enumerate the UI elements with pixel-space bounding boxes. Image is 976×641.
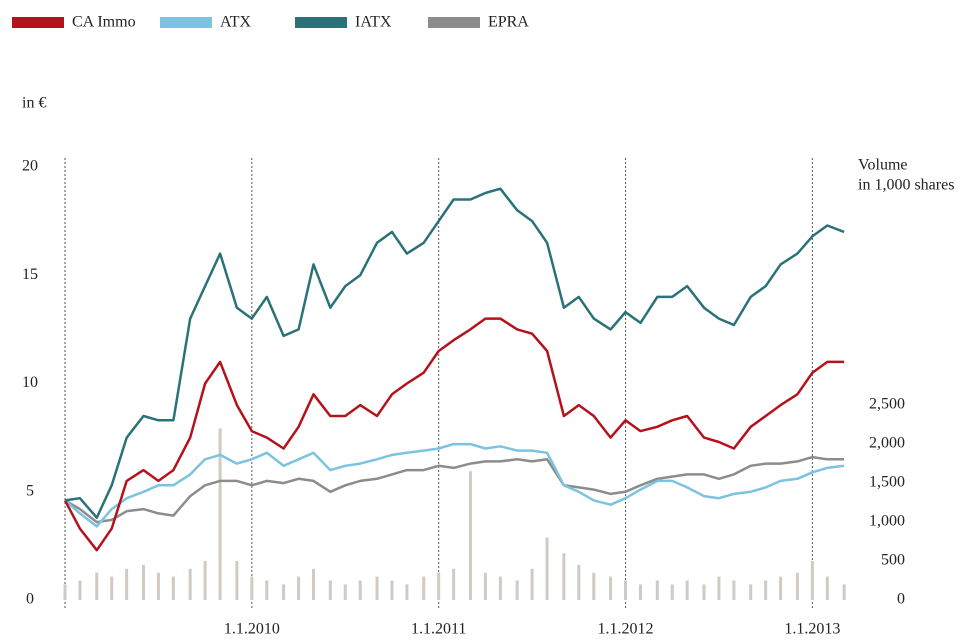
legend-label: EPRA	[488, 14, 529, 31]
y-tick-label: 20	[22, 158, 38, 175]
y-axis-label: in €	[22, 95, 46, 112]
volume-bar	[670, 584, 674, 600]
y2-tick-label: 500	[881, 552, 905, 569]
volume-bar	[282, 584, 286, 600]
volume-bar	[842, 584, 846, 600]
series-line	[63, 317, 845, 552]
volume-bar	[328, 580, 332, 600]
y2-tick-label: 1,500	[869, 474, 905, 491]
series-line	[64, 187, 845, 519]
volume-bar	[78, 580, 82, 600]
volume-bar	[515, 580, 519, 600]
volume-bar	[732, 580, 736, 600]
y-tick-label: 10	[22, 374, 38, 391]
volume-bar	[810, 560, 814, 600]
volume-bar	[343, 584, 347, 600]
volume-bar	[218, 428, 222, 600]
legend-swatch	[428, 17, 480, 28]
volume-bar	[422, 576, 426, 600]
volume-bar	[717, 576, 721, 600]
volume-bar	[141, 564, 145, 600]
volume-bar	[702, 584, 706, 600]
x-tick-label: 1.1.2013	[784, 621, 840, 638]
legend-label: ATX	[220, 14, 252, 31]
volume-bar	[390, 580, 394, 600]
volume-bar	[358, 580, 362, 600]
volume-bar	[203, 560, 207, 600]
x-tick-label: 1.1.2011	[411, 621, 466, 638]
volume-bar	[312, 568, 315, 600]
volume-bar	[297, 576, 301, 600]
volume-bar	[250, 576, 254, 600]
volume-bar	[452, 568, 456, 600]
y-tick-label: 5	[26, 482, 34, 499]
volume-bar	[764, 580, 768, 600]
y2-axis-label: in 1,000 shares	[858, 177, 954, 194]
volume-bar	[545, 537, 549, 600]
volume-bar	[468, 471, 472, 600]
volume-bar	[685, 580, 689, 600]
volume-bar	[95, 572, 99, 600]
volume-bar	[530, 568, 534, 600]
volume-bar	[125, 568, 129, 600]
volume-bar	[562, 553, 566, 600]
x-tick-label: 1.1.2012	[598, 621, 654, 638]
volume-bar	[437, 572, 441, 600]
legend-label: CA Immo	[72, 14, 136, 31]
volume-bar	[577, 564, 581, 600]
y2-axis-label: Volume	[858, 157, 907, 174]
legend-swatch	[295, 17, 347, 28]
volume-bar	[749, 584, 753, 600]
y2-tick-label: 0	[897, 591, 905, 608]
y2-tick-label: 2,000	[869, 435, 905, 452]
y-tick-label: 15	[22, 266, 38, 283]
series-line	[64, 442, 845, 528]
volume-bar	[655, 580, 659, 600]
volume-bar	[375, 576, 379, 600]
legend-swatch	[160, 17, 212, 28]
y2-tick-label: 1,000	[869, 513, 905, 530]
volume-bar	[624, 580, 628, 600]
y2-tick-label: 2,500	[869, 396, 905, 413]
volume-bar	[110, 576, 114, 600]
volume-bar	[795, 572, 799, 600]
volume-bar	[235, 560, 239, 600]
volume-bar	[592, 572, 596, 600]
legend-label: IATX	[355, 14, 392, 31]
volume-bar	[156, 572, 160, 600]
volume-bar	[638, 584, 642, 600]
volume-bar	[405, 584, 409, 600]
x-tick-label: 1.1.2010	[224, 621, 280, 638]
y-tick-label: 0	[26, 591, 34, 608]
volume-bar	[609, 576, 613, 600]
volume-bar	[188, 568, 192, 600]
volume-bar	[171, 576, 175, 600]
volume-bar	[265, 580, 269, 600]
volume-bar	[63, 584, 67, 600]
volume-bar	[825, 576, 829, 600]
volume-bar	[483, 572, 487, 600]
volume-bar	[779, 576, 783, 600]
series-line	[64, 455, 845, 524]
volume-bar	[498, 576, 502, 600]
legend-swatch	[12, 17, 64, 28]
